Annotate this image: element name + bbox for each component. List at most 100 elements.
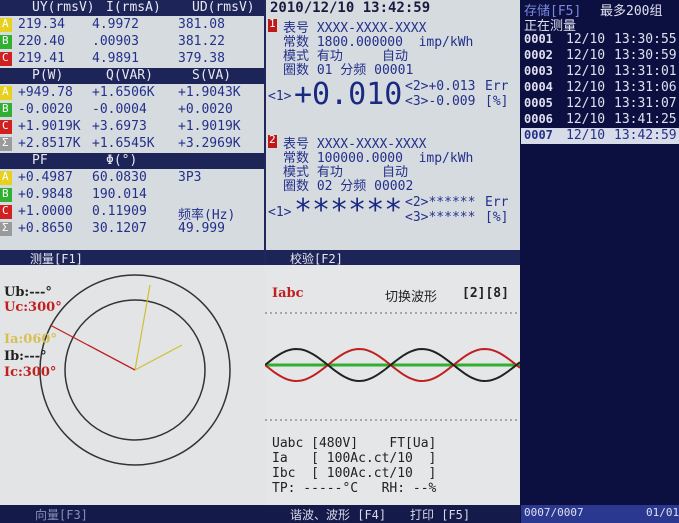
timestamp: 2010/12/10 13:42:59 bbox=[270, 0, 430, 16]
record-date: 12/10 bbox=[566, 80, 605, 95]
result: ****** bbox=[294, 193, 402, 228]
cell: 220.40 bbox=[18, 34, 65, 49]
record-time: 13:31:01 bbox=[614, 64, 679, 79]
cell: .00903 bbox=[92, 34, 139, 49]
unit-label: [%] bbox=[485, 210, 508, 225]
phase-label: B bbox=[2, 102, 9, 115]
record-date: 12/10 bbox=[566, 32, 605, 47]
screen: UY(rmsV) I(rmsA) UD(rmsV) A 219.34 4.9972 381.… bbox=[0, 0, 679, 523]
storage-max: 最多200组 bbox=[600, 0, 679, 19]
meter-index: 1 bbox=[269, 17, 276, 30]
cell: -0.0004 bbox=[92, 102, 147, 117]
record-page: 01/01 bbox=[646, 506, 679, 519]
record-date: 12/10 bbox=[566, 64, 605, 79]
wave-info: Uabc [480V] FT[Ua] bbox=[272, 436, 436, 451]
wave-info: Ibc [ 100Ac.ct/10 ] bbox=[272, 466, 436, 481]
column-header: I(rmsA) bbox=[106, 0, 161, 15]
record-time: 13:41:25 bbox=[614, 112, 679, 127]
column-header: P(W) bbox=[32, 68, 63, 83]
wave-switch: 切换波形 bbox=[385, 286, 437, 305]
cell: +949.78 bbox=[18, 85, 73, 100]
cell: 379.38 bbox=[178, 51, 225, 66]
record-id: 0007 bbox=[524, 128, 553, 142]
result-2: <2>+0.013 bbox=[405, 79, 475, 94]
record-time: 13:31:07 bbox=[614, 96, 679, 111]
cell: +1.9019K bbox=[178, 119, 241, 134]
record-date: 12/10 bbox=[566, 48, 605, 63]
err-label: Err bbox=[485, 79, 508, 94]
vector-label: Ub:---° bbox=[4, 285, 52, 300]
tab-label: 测量[F1] bbox=[30, 250, 83, 267]
record-time: 13:30:55 bbox=[614, 32, 679, 47]
column-header: UD(rmsV) bbox=[192, 0, 255, 15]
cell: +1.6545K bbox=[92, 136, 155, 151]
record-id: 0003 bbox=[524, 64, 553, 78]
cell: +1.9043K bbox=[178, 85, 241, 100]
cell: 49.999 bbox=[178, 221, 225, 236]
cell: 4.9972 bbox=[92, 17, 139, 32]
cell: 219.41 bbox=[18, 51, 65, 66]
result-3: <3>-0.009 bbox=[405, 94, 475, 109]
phase-label: A bbox=[2, 170, 9, 183]
vector-label: Uc:300° bbox=[4, 300, 62, 315]
cell: 381.22 bbox=[178, 34, 225, 49]
cell: +1.6506K bbox=[92, 85, 155, 100]
cell: 4.9891 bbox=[92, 51, 139, 66]
cell: +2.8517K bbox=[18, 136, 81, 151]
channel: <1> bbox=[268, 205, 291, 220]
record-id: 0005 bbox=[524, 96, 553, 110]
column-header: PF bbox=[32, 153, 48, 168]
cell: +3.6973 bbox=[92, 119, 147, 134]
meter-line: 圈数 01 分频 00001 bbox=[283, 59, 413, 78]
cell: +1.0000 bbox=[18, 204, 73, 219]
phase-label: C bbox=[2, 119, 9, 132]
wave-signal: Iabc bbox=[272, 286, 304, 301]
record-id: 0006 bbox=[524, 112, 553, 126]
column-header: UY(rmsV) bbox=[32, 0, 95, 15]
column-header: S(VA) bbox=[192, 68, 231, 83]
vector-label: Ia:060° bbox=[4, 332, 57, 347]
phase-label: Σ bbox=[2, 136, 9, 149]
cell: 381.08 bbox=[178, 17, 225, 32]
result-2: <2>****** bbox=[405, 195, 475, 210]
channel: <1> bbox=[268, 89, 291, 104]
record-count: 0007/0007 bbox=[524, 506, 584, 519]
cell: -0.0020 bbox=[18, 102, 73, 117]
wave-keys: [2][8] bbox=[462, 286, 509, 301]
cell: 219.34 bbox=[18, 17, 65, 32]
wave-info: TP: -----°C RH: --% bbox=[272, 481, 436, 496]
record-id: 0001 bbox=[524, 32, 553, 46]
result: +0.010 bbox=[294, 77, 402, 112]
vector-label: Ic:300° bbox=[4, 365, 56, 380]
phase-label: A bbox=[2, 85, 9, 98]
phase-label: B bbox=[2, 34, 9, 47]
meter-line: 圈数 02 分频 00002 bbox=[283, 175, 413, 194]
record-id: 0004 bbox=[524, 80, 553, 94]
cell: +0.0020 bbox=[178, 102, 233, 117]
record-date: 12/10 bbox=[566, 112, 605, 127]
vector-label: Ib:---° bbox=[4, 349, 47, 364]
column-header: Φ(°) bbox=[106, 153, 137, 168]
divider bbox=[264, 0, 266, 265]
record-time: 13:31:06 bbox=[614, 80, 679, 95]
tab-label: 校验[F2] bbox=[290, 250, 343, 267]
cell: +0.8650 bbox=[18, 221, 73, 236]
tab-label: 打印 [F5] bbox=[410, 506, 470, 523]
phase-label: C bbox=[2, 204, 9, 217]
record-date: 12/10 bbox=[566, 128, 605, 143]
record-id: 0002 bbox=[524, 48, 553, 62]
phase-label: Σ bbox=[2, 221, 9, 234]
tab-label: 向量[F3] bbox=[35, 506, 88, 523]
record-time: 13:30:59 bbox=[614, 48, 679, 63]
err-label: Err bbox=[485, 195, 508, 210]
record-date: 12/10 bbox=[566, 96, 605, 111]
phase-label: C bbox=[2, 51, 9, 64]
column-header: Q(VAR) bbox=[106, 68, 153, 83]
cell: 60.0830 bbox=[92, 170, 147, 185]
cell: +1.9019K bbox=[18, 119, 81, 134]
meter-index: 2 bbox=[269, 133, 276, 146]
wave-info: Ia [ 100Ac.ct/10 ] bbox=[272, 451, 436, 466]
unit-label: [%] bbox=[485, 94, 508, 109]
cell: 190.014 bbox=[92, 187, 147, 202]
result-3: <3>****** bbox=[405, 210, 475, 225]
